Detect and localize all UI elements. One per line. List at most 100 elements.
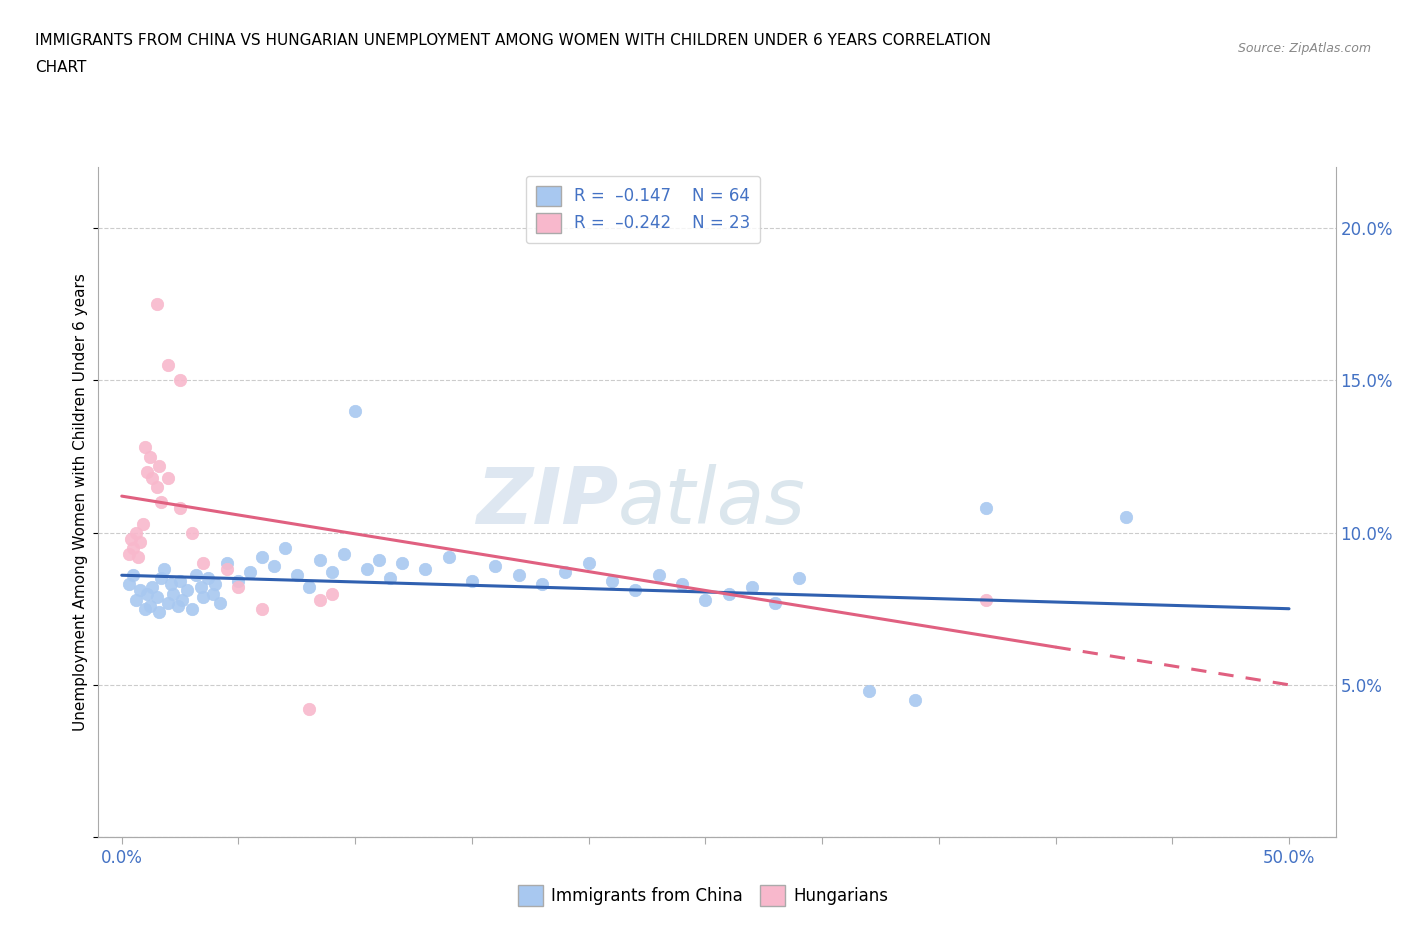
Point — [904, 693, 927, 708]
Point — [120, 531, 142, 546]
Point — [146, 589, 169, 604]
Point — [1115, 510, 1137, 525]
Point — [413, 562, 436, 577]
Point — [166, 598, 188, 613]
Point — [129, 583, 152, 598]
Text: CHART: CHART — [35, 60, 87, 75]
Point — [321, 565, 343, 579]
Point — [162, 586, 184, 601]
Point — [197, 571, 219, 586]
Point — [118, 547, 141, 562]
Point — [309, 552, 332, 567]
Point — [193, 589, 215, 604]
Point — [274, 540, 297, 555]
Point — [141, 580, 163, 595]
Point — [332, 547, 354, 562]
Point — [204, 577, 226, 591]
Point — [461, 574, 484, 589]
Point — [122, 568, 145, 583]
Point — [132, 516, 155, 531]
Point — [134, 602, 156, 617]
Point — [356, 562, 378, 577]
Point — [215, 555, 238, 570]
Point — [228, 574, 250, 589]
Point — [787, 571, 810, 586]
Y-axis label: Unemployment Among Women with Children Under 6 years: Unemployment Among Women with Children U… — [73, 273, 87, 731]
Point — [437, 550, 460, 565]
Point — [554, 565, 576, 579]
Point — [136, 464, 159, 479]
Point — [974, 592, 997, 607]
Point — [157, 595, 180, 610]
Point — [190, 580, 212, 595]
Point — [157, 471, 180, 485]
Point — [321, 586, 343, 601]
Point — [624, 583, 647, 598]
Point — [717, 586, 740, 601]
Point — [344, 404, 367, 418]
Point — [180, 602, 202, 617]
Point — [129, 535, 152, 550]
Point — [228, 580, 250, 595]
Point — [647, 568, 669, 583]
Point — [159, 577, 181, 591]
Point — [139, 449, 162, 464]
Point — [186, 568, 208, 583]
Point — [125, 592, 148, 607]
Point — [530, 577, 553, 591]
Point — [139, 598, 162, 613]
Point — [309, 592, 332, 607]
Point — [239, 565, 262, 579]
Point — [297, 702, 319, 717]
Point — [146, 297, 169, 312]
Point — [146, 480, 169, 495]
Point — [141, 471, 163, 485]
Point — [367, 552, 389, 567]
Point — [148, 604, 170, 619]
Point — [695, 592, 717, 607]
Point — [136, 586, 159, 601]
Point — [122, 540, 145, 555]
Point — [391, 555, 413, 570]
Point — [765, 595, 787, 610]
Point — [193, 555, 215, 570]
Point — [127, 550, 149, 565]
Point — [263, 559, 285, 574]
Point — [150, 571, 173, 586]
Text: atlas: atlas — [619, 464, 806, 540]
Point — [974, 501, 997, 516]
Point — [578, 555, 600, 570]
Point — [169, 574, 191, 589]
Point — [215, 562, 238, 577]
Point — [250, 550, 273, 565]
Point — [285, 568, 308, 583]
Point — [125, 525, 148, 540]
Legend: Immigrants from China, Hungarians: Immigrants from China, Hungarians — [512, 879, 894, 912]
Point — [741, 580, 763, 595]
Point — [180, 525, 202, 540]
Point — [858, 684, 880, 698]
Point — [671, 577, 693, 591]
Point — [484, 559, 506, 574]
Point — [250, 602, 273, 617]
Point — [169, 501, 191, 516]
Point — [148, 458, 170, 473]
Point — [150, 495, 173, 510]
Point — [297, 580, 319, 595]
Point — [508, 568, 530, 583]
Point — [118, 577, 141, 591]
Point — [172, 592, 194, 607]
Point — [157, 358, 180, 373]
Text: IMMIGRANTS FROM CHINA VS HUNGARIAN UNEMPLOYMENT AMONG WOMEN WITH CHILDREN UNDER : IMMIGRANTS FROM CHINA VS HUNGARIAN UNEMP… — [35, 33, 991, 47]
Point — [152, 562, 174, 577]
Point — [380, 571, 402, 586]
Legend: R =  –0.147    N = 64, R =  –0.242    N = 23: R = –0.147 N = 64, R = –0.242 N = 23 — [526, 176, 761, 243]
Point — [169, 373, 191, 388]
Text: ZIP: ZIP — [475, 464, 619, 540]
Point — [201, 586, 224, 601]
Point — [600, 574, 623, 589]
Text: Source: ZipAtlas.com: Source: ZipAtlas.com — [1237, 42, 1371, 55]
Point — [208, 595, 231, 610]
Point — [176, 583, 198, 598]
Point — [134, 440, 156, 455]
